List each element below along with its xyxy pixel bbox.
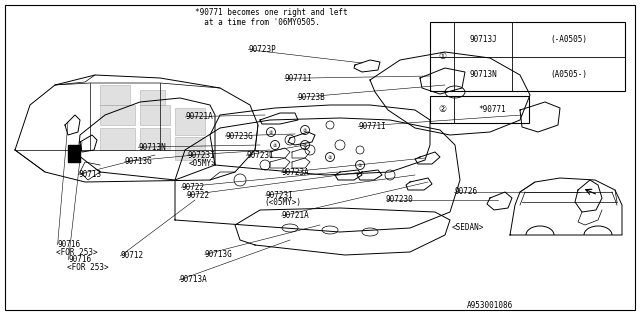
Text: <FOR 253>: <FOR 253> <box>56 248 97 257</box>
Text: 90713N: 90713N <box>469 69 497 78</box>
Text: 90722: 90722 <box>181 183 204 192</box>
Polygon shape <box>175 137 205 160</box>
Text: 90723G: 90723G <box>225 132 253 140</box>
Text: <05MY>: <05MY> <box>189 159 216 168</box>
Bar <box>430 96 529 123</box>
Text: 90713A: 90713A <box>179 276 207 284</box>
Text: <SEDAN>: <SEDAN> <box>451 223 484 232</box>
Text: 90723I: 90723I <box>266 191 293 200</box>
Text: 907230: 907230 <box>386 196 413 204</box>
Text: ②: ② <box>438 105 446 114</box>
Text: 90713G: 90713G <box>205 250 232 259</box>
Text: 90713J: 90713J <box>469 35 497 44</box>
Text: *90771: *90771 <box>478 105 506 114</box>
Text: <FOR 253>: <FOR 253> <box>67 263 108 272</box>
Text: 90716: 90716 <box>58 240 81 249</box>
Text: A953001086: A953001086 <box>467 301 513 310</box>
Text: ②: ② <box>273 142 277 148</box>
Text: 90722: 90722 <box>187 191 210 200</box>
Text: 90712: 90712 <box>120 252 143 260</box>
Text: (<05MY>): (<05MY>) <box>264 198 301 207</box>
Polygon shape <box>100 105 135 125</box>
Text: ②: ② <box>328 155 332 159</box>
Text: 90771I: 90771I <box>285 74 312 83</box>
Polygon shape <box>140 90 165 105</box>
Text: 90723I: 90723I <box>188 151 215 160</box>
Text: 90723P: 90723P <box>248 45 276 54</box>
Polygon shape <box>140 105 170 125</box>
Text: 90723B: 90723B <box>298 93 325 102</box>
Text: 90723A: 90723A <box>282 168 309 177</box>
Text: 90721A: 90721A <box>186 112 213 121</box>
Text: 90713: 90713 <box>78 170 101 179</box>
Bar <box>430 22 625 91</box>
Text: ②: ② <box>269 130 273 134</box>
Polygon shape <box>175 108 205 135</box>
Text: 90713N: 90713N <box>138 143 166 152</box>
Text: 90771I: 90771I <box>358 122 386 131</box>
Text: 90721A: 90721A <box>282 212 309 220</box>
Polygon shape <box>140 128 170 150</box>
Text: (A0505-): (A0505-) <box>550 69 587 78</box>
Text: 90726: 90726 <box>454 188 477 196</box>
Polygon shape <box>100 85 130 105</box>
Text: ②: ② <box>303 142 307 148</box>
Polygon shape <box>100 128 135 150</box>
Text: 90723I: 90723I <box>246 151 274 160</box>
Text: *90771 becomes one right and left
  at a time from '06MY0505.: *90771 becomes one right and left at a t… <box>195 8 348 28</box>
Text: (-A0505): (-A0505) <box>550 35 587 44</box>
Text: 90716: 90716 <box>68 255 92 264</box>
Text: 90713G: 90713G <box>125 157 152 166</box>
Text: ①: ① <box>438 52 446 61</box>
Text: ②: ② <box>303 127 307 132</box>
Polygon shape <box>68 145 80 162</box>
Text: ②: ② <box>358 163 362 167</box>
